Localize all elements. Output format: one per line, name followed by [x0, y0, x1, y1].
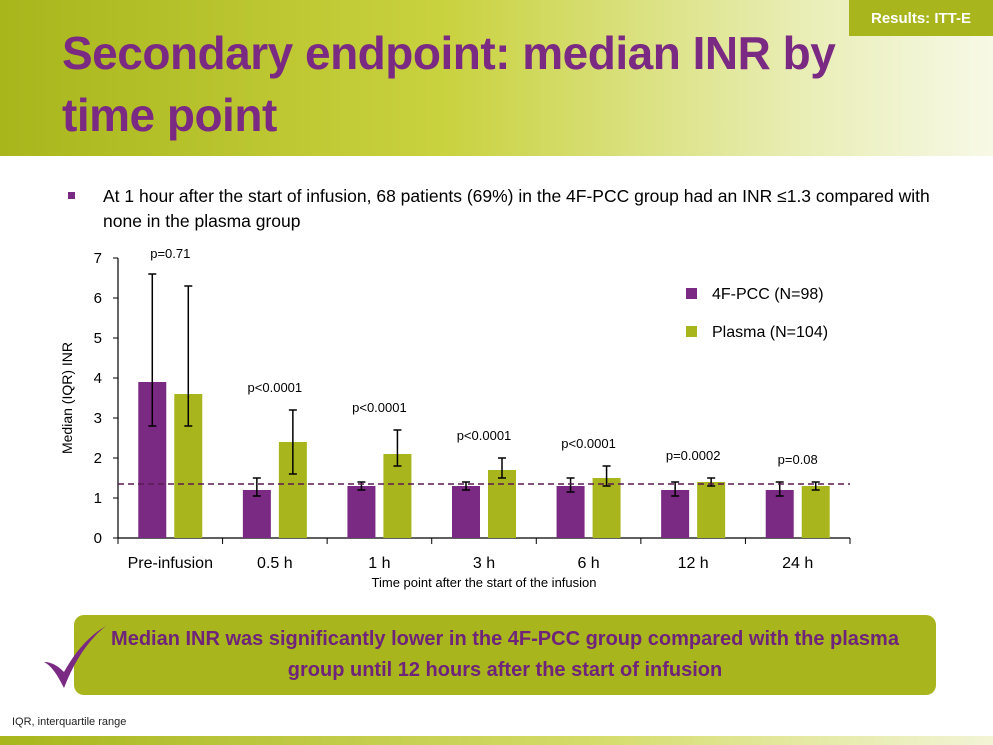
p-value-label: p<0.0001 [457, 428, 512, 443]
bullet-square-icon [68, 192, 75, 199]
x-tick-label: 0.5 h [257, 555, 293, 572]
x-tick-label: 24 h [782, 555, 813, 572]
y-tick-label: 1 [94, 490, 102, 507]
x-tick-label: 1 h [368, 555, 390, 572]
conclusion-text: Median INR was significantly lower in th… [111, 628, 899, 681]
header-band [0, 0, 993, 156]
y-tick-label: 3 [94, 410, 102, 427]
bar-plasma [801, 486, 830, 538]
bar-4f-pcc [556, 486, 585, 538]
x-axis-label: Time point after the start of the infusi… [372, 575, 597, 590]
legend-swatch [686, 288, 697, 299]
slide-title: Secondary endpoint: median INR by time p… [62, 27, 836, 141]
y-tick-label: 5 [94, 330, 102, 347]
p-value-label: p<0.0001 [352, 400, 407, 415]
legend-label: 4F-PCC (N=98) [712, 286, 824, 303]
bullet-point: At 1 hour after the start of infusion, 6… [68, 184, 948, 234]
y-tick-label: 2 [94, 450, 102, 467]
bar-4f-pcc [452, 486, 480, 538]
y-tick-label: 7 [94, 250, 102, 267]
bullet-text: At 1 hour after the start of infusion, 6… [103, 186, 930, 231]
p-value-label: p=0.71 [150, 246, 190, 261]
p-value-label: p=0.0002 [666, 448, 721, 463]
footer-band [0, 736, 993, 745]
y-axis-label: Median (IQR) INR [59, 342, 75, 454]
bar-plasma [383, 454, 412, 538]
y-tick-label: 0 [94, 530, 102, 547]
inr-bar-chart: 0 1 2 3 4 5 6 7 Median (IQR) INR Time point after… [59, 246, 851, 590]
x-tick-label: 12 h [678, 555, 709, 572]
bar-plasma [697, 482, 726, 538]
bar-4f-pcc [242, 490, 271, 538]
y-tick-label: 6 [94, 290, 102, 307]
bar-plasma [592, 478, 621, 538]
bar-4f-pcc [765, 490, 794, 538]
bar-plasma [488, 470, 516, 538]
footnote: IQR, interquartile range [12, 716, 127, 728]
legend-label: Plasma (N=104) [712, 324, 828, 341]
legend-swatch [686, 326, 697, 337]
bar-4f-pcc [347, 486, 376, 538]
p-value-label: p<0.0001 [248, 380, 303, 395]
checkmark-icon [44, 626, 106, 688]
conclusion-callout: Median INR was significantly lower in th… [74, 615, 936, 695]
p-value-label: p=0.08 [778, 452, 818, 467]
p-value-label: p<0.0001 [561, 436, 616, 451]
x-tick-label: Pre-infusion [128, 555, 213, 572]
section-badge: Results: ITT-E [849, 0, 993, 36]
y-tick-label: 4 [94, 370, 102, 387]
x-tick-label: 3 h [473, 555, 495, 572]
x-tick-label: 6 h [577, 555, 599, 572]
bar-4f-pcc [661, 490, 690, 538]
